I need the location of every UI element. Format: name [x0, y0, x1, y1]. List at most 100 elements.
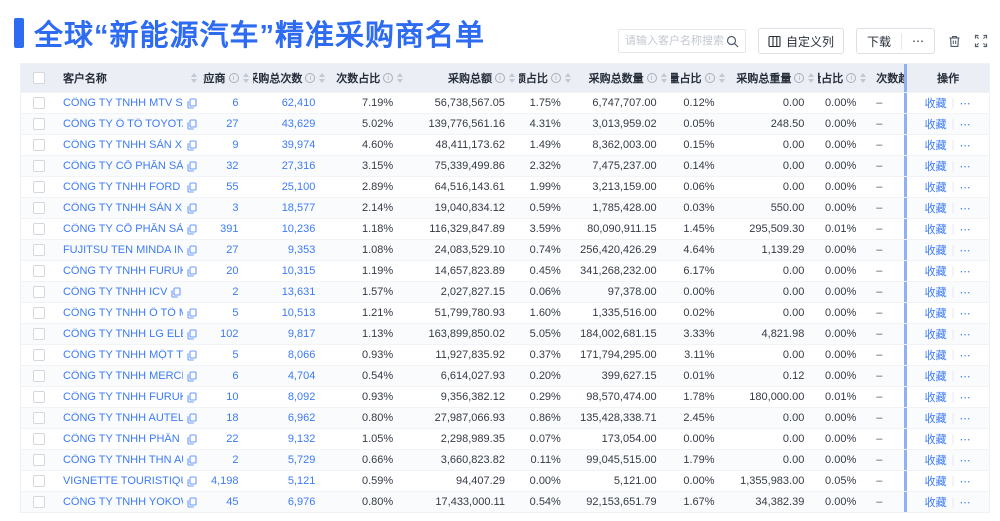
copy-icon[interactable] [187, 118, 197, 130]
column-header-total-quantity[interactable]: 采购总数量 [575, 64, 671, 92]
sort-icon[interactable] [808, 73, 815, 83]
info-icon[interactable] [704, 73, 715, 83]
download-button[interactable]: 下载 [866, 34, 891, 49]
row-checkbox[interactable] [32, 202, 45, 214]
row-checkbox[interactable] [32, 244, 45, 256]
sort-icon[interactable] [718, 73, 725, 83]
favorite-button[interactable]: 收藏 [924, 413, 947, 425]
row-more-button[interactable]: ⋯ [959, 433, 972, 446]
row-more-button[interactable]: ⋯ [959, 265, 972, 278]
row-more-button[interactable]: ⋯ [959, 244, 972, 257]
favorite-button[interactable]: 收藏 [924, 329, 947, 341]
favorite-button[interactable]: 收藏 [924, 350, 947, 362]
column-header-quantity-pct[interactable]: 数量占比 [671, 64, 729, 92]
row-checkbox[interactable] [32, 223, 45, 235]
copy-icon[interactable] [187, 181, 197, 193]
favorite-button[interactable]: 收藏 [924, 203, 947, 215]
favorite-button[interactable]: 收藏 [924, 140, 947, 152]
row-more-button[interactable]: ⋯ [959, 391, 972, 404]
customize-columns-button[interactable]: 自定义列 [757, 28, 844, 54]
customer-name-link[interactable]: CÔNG TY CỔ PHẦN SẢN XUẤT... [62, 160, 183, 172]
copy-icon[interactable] [187, 349, 197, 361]
copy-icon[interactable] [187, 496, 197, 508]
sort-icon[interactable] [508, 73, 515, 83]
row-more-button[interactable]: ⋯ [959, 370, 972, 383]
favorite-button[interactable]: 收藏 [924, 392, 947, 404]
customer-name-link[interactable]: CÔNG TY TNHH PHÂN PHỐI T... [62, 433, 183, 445]
favorite-button[interactable]: 收藏 [924, 182, 947, 194]
row-checkbox[interactable] [32, 286, 45, 298]
info-icon[interactable] [383, 73, 394, 83]
row-more-button[interactable]: ⋯ [959, 349, 972, 362]
select-all-checkbox[interactable] [32, 72, 45, 84]
favorite-button[interactable]: 收藏 [924, 497, 947, 509]
row-more-button[interactable]: ⋯ [959, 454, 972, 467]
sort-icon[interactable] [397, 73, 404, 83]
info-icon[interactable] [794, 73, 805, 83]
favorite-button[interactable]: 收藏 [924, 371, 947, 383]
copy-icon[interactable] [187, 139, 197, 151]
row-more-button[interactable]: ⋯ [959, 475, 972, 488]
row-checkbox[interactable] [32, 328, 45, 340]
favorite-button[interactable]: 收藏 [924, 476, 947, 488]
row-more-button[interactable]: ⋯ [959, 97, 972, 110]
copy-icon[interactable] [187, 475, 197, 487]
column-header-customer-name[interactable]: 客户名称 [57, 64, 203, 92]
favorite-button[interactable]: 收藏 [924, 224, 947, 236]
favorite-button[interactable]: 收藏 [924, 266, 947, 278]
sort-icon[interactable] [190, 73, 197, 83]
info-icon[interactable] [305, 73, 316, 83]
row-checkbox[interactable] [32, 475, 45, 487]
row-more-button[interactable]: ⋯ [959, 307, 972, 320]
row-checkbox[interactable] [32, 370, 45, 382]
sort-icon[interactable] [564, 73, 571, 83]
row-checkbox[interactable] [32, 307, 45, 319]
favorite-button[interactable]: 收藏 [924, 287, 947, 299]
customer-name-link[interactable]: CÔNG TY TNHH FORD VIỆT NAM [62, 181, 183, 193]
row-checkbox[interactable] [32, 160, 45, 172]
copy-icon[interactable] [187, 391, 197, 403]
copy-icon[interactable] [187, 412, 197, 424]
customer-name-link[interactable]: CÔNG TY TNHH MTV SẢN XUẤ... [62, 97, 183, 109]
row-checkbox[interactable] [32, 454, 45, 466]
column-header-total-times[interactable]: 采购总次数 [253, 64, 330, 92]
favorite-button[interactable]: 收藏 [924, 245, 947, 257]
copy-icon[interactable] [187, 307, 197, 319]
fullscreen-icon[interactable] [974, 34, 988, 48]
copy-icon[interactable] [171, 286, 182, 298]
row-checkbox[interactable] [32, 412, 45, 424]
favorite-button[interactable]: 收藏 [924, 308, 947, 320]
customer-name-link[interactable]: CÔNG TY TNHH LG ELECTRON... [62, 328, 183, 340]
sort-icon[interactable] [860, 73, 867, 83]
sort-icon[interactable] [319, 73, 326, 83]
row-checkbox[interactable] [32, 496, 45, 508]
copy-icon[interactable] [187, 97, 197, 109]
copy-icon[interactable] [187, 433, 197, 445]
row-more-button[interactable]: ⋯ [959, 328, 972, 341]
column-header-suppliers[interactable]: 供应商 [203, 64, 253, 92]
column-header-total-weight[interactable]: 采购总重量 [729, 64, 819, 92]
info-icon[interactable] [846, 73, 857, 83]
copy-icon[interactable] [187, 328, 197, 340]
row-checkbox[interactable] [32, 97, 45, 109]
customer-name-link[interactable]: CÔNG TY TNHH ICV [62, 286, 168, 298]
row-checkbox[interactable] [32, 349, 45, 361]
customer-name-link[interactable]: CÔNG TY TNHH AUTEL VIỆT N... [62, 412, 183, 424]
search-icon[interactable] [726, 35, 739, 48]
row-more-button[interactable]: ⋯ [959, 160, 972, 173]
column-header-amount-pct[interactable]: 总额占比 [519, 64, 575, 92]
row-more-button[interactable]: ⋯ [959, 181, 972, 194]
customer-name-link[interactable]: CÔNG TY TNHH THN AUTOPAR... [62, 454, 183, 466]
favorite-button[interactable]: 收藏 [924, 434, 947, 446]
row-checkbox[interactable] [32, 139, 45, 151]
column-header-times-pct[interactable]: 次数占比 [329, 64, 407, 92]
favorite-button[interactable]: 收藏 [924, 98, 947, 110]
search-input[interactable] [624, 35, 726, 47]
info-icon[interactable] [550, 73, 561, 83]
favorite-button[interactable]: 收藏 [924, 119, 947, 131]
row-checkbox[interactable] [32, 118, 45, 130]
customer-name-link[interactable]: CÔNG TY TNHH SẢN XUẤT VÀ ... [62, 202, 183, 214]
row-more-button[interactable]: ⋯ [959, 118, 972, 131]
sort-icon[interactable] [660, 73, 667, 83]
copy-icon[interactable] [187, 223, 197, 235]
